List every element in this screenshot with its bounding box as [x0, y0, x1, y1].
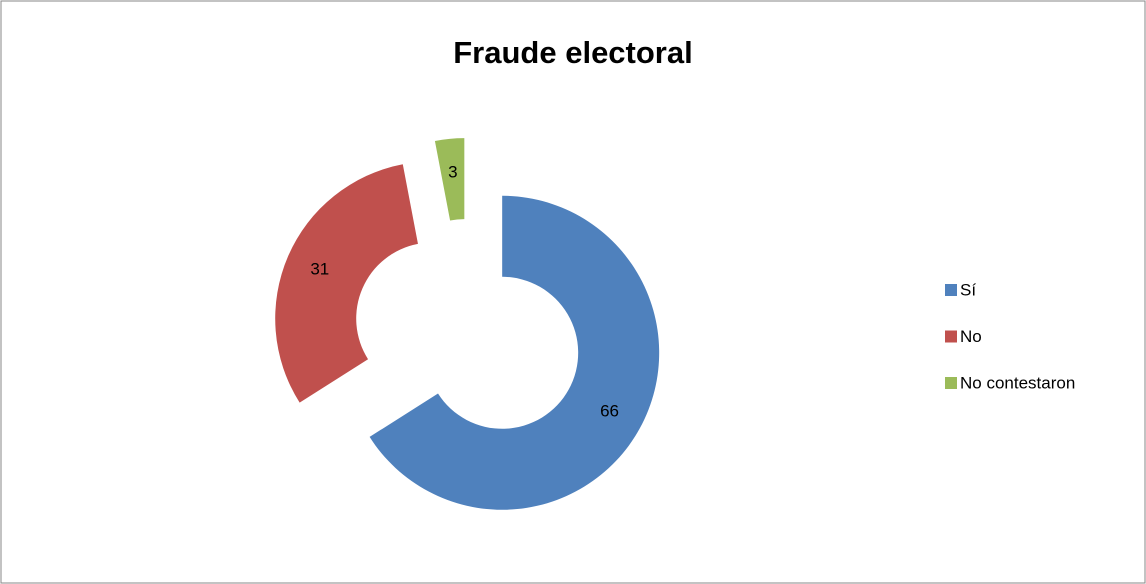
- legend-label: Sí: [960, 280, 976, 299]
- donut-slice: [434, 138, 465, 221]
- chart-title: Fraude electoral: [453, 35, 692, 70]
- donut-slice: [369, 195, 660, 510]
- data-label: 66: [600, 401, 619, 420]
- donut-slice: [275, 164, 418, 403]
- data-label: 3: [448, 163, 457, 182]
- legend-swatch: [945, 377, 957, 389]
- legend-label: No contestaron: [960, 373, 1075, 392]
- legend-label: No: [960, 327, 982, 346]
- legend-swatch: [945, 330, 957, 343]
- legend-swatch: [945, 284, 957, 296]
- data-label: 31: [310, 259, 329, 278]
